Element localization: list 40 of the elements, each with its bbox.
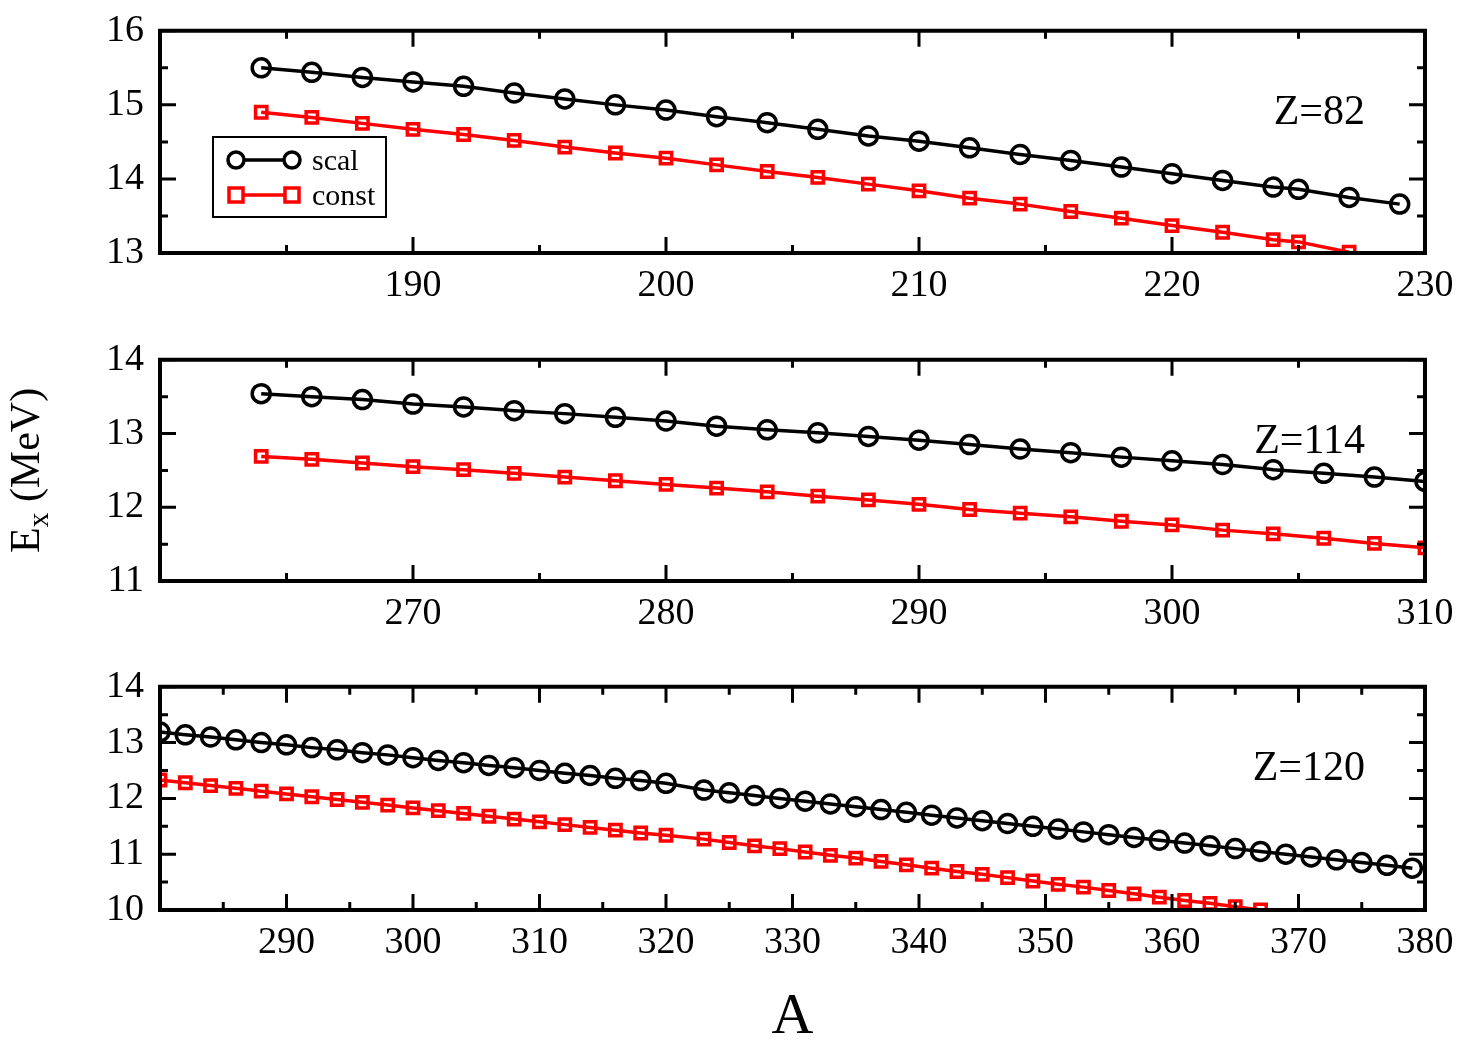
y-tick-label: 14 [106, 662, 144, 705]
x-tick-label: 330 [764, 918, 821, 961]
x-tick-label: 360 [1143, 918, 1201, 961]
x-axis-title: A [771, 981, 814, 1044]
y-tick-label: 14 [106, 335, 144, 378]
y-tick-label: 14 [106, 154, 144, 197]
annotation: Z=120 [1252, 743, 1365, 790]
x-tick-label: 340 [890, 918, 948, 961]
x-tick-label: 370 [1270, 918, 1327, 961]
x-tick-label: 350 [1017, 918, 1074, 961]
x-tick-label: 280 [637, 589, 695, 632]
x-tick-label: 300 [1143, 589, 1201, 632]
x-tick-label: 220 [1143, 261, 1201, 304]
x-tick-label: 320 [637, 918, 695, 961]
annotation: Z=82 [1273, 87, 1365, 134]
y-tick-label: 13 [106, 718, 144, 761]
x-tick-label: 270 [384, 589, 442, 632]
y-tick-label: 13 [106, 409, 144, 452]
x-tick-label: 310 [511, 918, 568, 961]
x-tick-label: 380 [1396, 918, 1454, 961]
annotation: Z=114 [1254, 415, 1365, 462]
x-tick-label: 300 [384, 918, 442, 961]
y-tick-label: 15 [106, 80, 144, 123]
x-tick-label: 190 [384, 261, 442, 304]
x-tick-label: 210 [890, 261, 948, 304]
y-tick-label: 10 [106, 885, 144, 928]
y-tick-label: 16 [106, 6, 144, 49]
y-tick-label: 11 [107, 830, 144, 873]
y-tick-label: 12 [106, 483, 144, 526]
y-axis-title: Ex (MeV) [2, 387, 55, 553]
x-tick-label: 290 [890, 589, 948, 632]
y-tick-label: 13 [106, 228, 144, 271]
legend-label: scal [312, 142, 359, 177]
x-tick-label: 290 [258, 918, 315, 961]
x-tick-label: 230 [1396, 261, 1454, 304]
y-tick-label: 12 [106, 774, 144, 817]
legend-label: const [312, 177, 376, 212]
x-tick-label: 200 [637, 261, 695, 304]
x-tick-label: 310 [1396, 589, 1454, 632]
y-tick-label: 11 [107, 556, 144, 599]
